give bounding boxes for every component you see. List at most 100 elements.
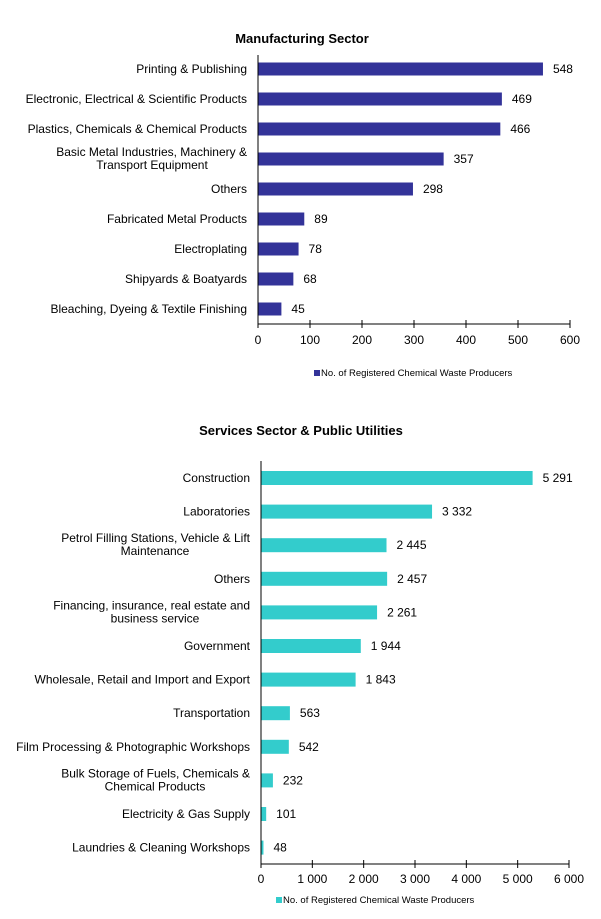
bar: [261, 739, 289, 754]
category-label: Film Processing & Photographic Workshops: [16, 740, 250, 754]
data-label: 1 944: [371, 639, 401, 653]
data-label: 2 445: [397, 538, 427, 552]
category-label-line: Fabricated Metal Products: [107, 212, 247, 226]
legend-swatch: [314, 370, 320, 376]
category-label-line: Transport Equipment: [96, 158, 208, 172]
category-label-line: Others: [214, 572, 250, 586]
x-tick-label: 100: [300, 333, 320, 347]
data-label: 2 457: [397, 572, 427, 586]
data-label: 89: [314, 212, 328, 226]
category-label: Laboratories: [183, 505, 250, 519]
category-label-line: Government: [184, 639, 251, 653]
legend: No. of Registered Chemical Waste Produce…: [276, 895, 475, 906]
bar: [258, 122, 501, 136]
x-tick-label: 0: [258, 872, 265, 886]
data-label: 469: [512, 92, 532, 106]
category-label: Government: [184, 639, 251, 653]
x-tick-label: 300: [404, 333, 424, 347]
category-label-line: Basic Metal Industries, Machinery &: [56, 145, 247, 159]
bar: [261, 706, 290, 721]
category-label: Printing & Publishing: [136, 62, 247, 76]
category-label: Electroplating: [174, 242, 247, 256]
data-label: 45: [291, 302, 305, 316]
category-label: Fabricated Metal Products: [107, 212, 247, 226]
category-label: Electronic, Electrical & Scientific Prod…: [26, 92, 247, 106]
x-tick-label: 0: [255, 333, 262, 347]
data-label: 298: [423, 182, 443, 196]
bar: [258, 182, 413, 196]
bar: [261, 504, 433, 519]
category-label-line: Others: [211, 182, 247, 196]
category-label-line: Financing, insurance, real estate and: [53, 598, 250, 612]
category-label: Others: [211, 182, 247, 196]
chart-1: Manufacturing Sector 548 Printing & Publis…: [26, 31, 581, 379]
category-label-line: Transportation: [173, 706, 250, 720]
category-label: Petrol Filling Stations, Vehicle & Lift M…: [61, 531, 250, 558]
bar: [261, 773, 273, 788]
chart-title: Manufacturing Sector: [235, 31, 369, 46]
bar: [261, 807, 267, 821]
data-label: 548: [553, 62, 573, 76]
category-label-line: Electroplating: [174, 242, 247, 256]
category-label-line: Wholesale, Retail and Import and Export: [35, 673, 251, 687]
data-label: 1 843: [366, 673, 396, 687]
data-label: 542: [299, 740, 319, 754]
bar: [258, 212, 305, 226]
bar: [261, 538, 387, 553]
category-label: Financing, insurance, real estate and bus…: [53, 598, 250, 625]
x-tick-label: 4 000: [451, 872, 481, 886]
category-label-line: Construction: [183, 471, 250, 485]
bar: [258, 242, 299, 256]
data-label: 563: [300, 706, 320, 720]
category-label-line: Laboratories: [183, 505, 250, 519]
x-tick-label: 500: [508, 333, 528, 347]
category-label: Wholesale, Retail and Import and Export: [35, 673, 251, 687]
category-label-line: Electricity & Gas Supply: [122, 807, 250, 821]
data-label: 5 291: [543, 471, 573, 485]
bar: [258, 62, 543, 76]
category-label-line: business service: [111, 611, 200, 625]
category-label-line: Chemical Products: [105, 779, 206, 793]
category-label-line: Bulk Storage of Fuels, Chemicals &: [61, 766, 250, 780]
x-tick-label: 6 000: [554, 872, 584, 886]
legend-label: No. of Registered Chemical Waste Produce…: [283, 895, 475, 906]
category-label: Construction: [183, 471, 250, 485]
data-label: 232: [283, 773, 303, 787]
category-label-line: Petrol Filling Stations, Vehicle & Lift: [61, 531, 250, 545]
legend-label: No. of Registered Chemical Waste Produce…: [321, 368, 513, 379]
category-label-line: Laundries & Cleaning Workshops: [72, 841, 250, 855]
bar: [261, 639, 361, 653]
bar: [261, 605, 378, 620]
data-label: 3 332: [442, 505, 472, 519]
legend-swatch: [276, 897, 282, 903]
bar: [258, 272, 294, 286]
bar: [258, 302, 282, 316]
category-label-line: Film Processing & Photographic Workshops: [16, 740, 250, 754]
category-label-line: Maintenance: [121, 544, 190, 558]
bar: [258, 92, 502, 106]
category-label: Bulk Storage of Fuels, Chemicals & Chemic…: [61, 766, 250, 793]
data-label: 48: [273, 841, 287, 855]
category-label: Others: [214, 572, 250, 586]
category-label-line: Shipyards & Boatyards: [125, 272, 247, 286]
x-tick-label: 3 000: [400, 872, 430, 886]
data-label: 357: [454, 152, 474, 166]
category-label: Bleaching, Dyeing & Textile Finishing: [50, 302, 247, 316]
bar: [261, 672, 356, 687]
x-tick-label: 400: [456, 333, 476, 347]
category-label-line: Plastics, Chemicals & Chemical Products: [28, 122, 247, 136]
category-label: Electricity & Gas Supply: [122, 807, 250, 821]
category-label: Basic Metal Industries, Machinery & Trans…: [56, 145, 247, 172]
bar: [261, 840, 264, 855]
x-tick-label: 600: [560, 333, 580, 347]
category-label: Laundries & Cleaning Workshops: [72, 841, 250, 855]
bar: [261, 471, 533, 485]
chart-title: Services Sector & Public Utilities: [199, 423, 403, 438]
data-label: 2 261: [387, 605, 417, 619]
data-label: 101: [276, 807, 296, 821]
category-label: Shipyards & Boatyards: [125, 272, 247, 286]
category-label: Plastics, Chemicals & Chemical Products: [28, 122, 247, 136]
x-tick-label: 2 000: [349, 872, 379, 886]
x-tick-label: 200: [352, 333, 372, 347]
